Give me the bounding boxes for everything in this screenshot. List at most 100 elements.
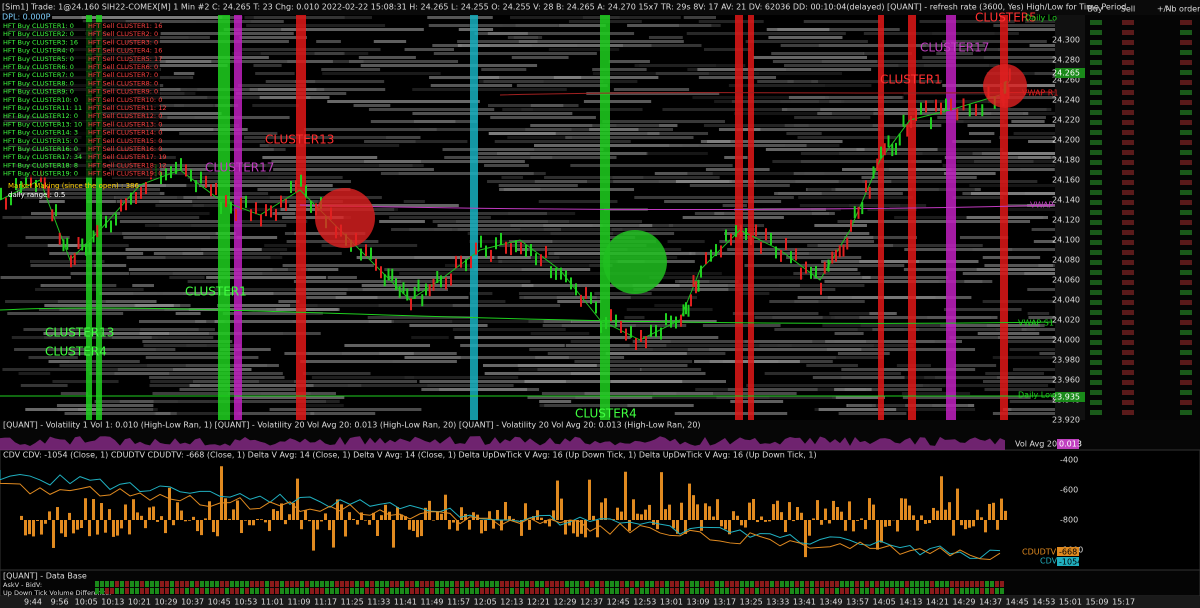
database-cell [515,581,519,587]
database-cell [910,581,914,587]
delta-bar [996,520,999,530]
heat-cell [523,220,643,223]
heat-cell [985,372,1044,375]
database-cell [630,581,634,587]
delta-bar [604,498,607,520]
candle [520,242,522,255]
time-label: 10:45 [208,598,231,607]
heat-cell [814,224,867,227]
heat-cell [829,312,896,315]
database-cell [920,588,924,594]
delta-bar [152,506,155,520]
delta-bar [540,517,543,520]
heat-cell [634,196,794,199]
candle [235,208,237,221]
database-cell [955,581,959,587]
database-cell [545,588,549,594]
database-cell [320,581,324,587]
current-price: 24.265 [1052,69,1080,78]
database-cell [800,588,804,594]
delta-bar [836,507,839,520]
heat-cell [827,296,972,299]
hft-sell: HFT Sell CLUSTER6: 0 [88,63,158,71]
dom-cell [1090,380,1102,385]
database-cell [875,581,879,587]
candle [110,220,112,233]
heat-cell [133,292,163,295]
delta-bar [240,520,243,534]
delta-bar [672,520,675,529]
delta-bar [344,520,347,537]
delta-bar [216,520,219,537]
heat-cell [7,312,124,315]
delta-bar [740,520,743,526]
dom-cell [1180,60,1192,65]
database-cell [345,581,349,587]
heat-cell [30,264,109,267]
price-label: 24.220 [1052,116,1080,125]
delta-bar [624,471,627,520]
time-label: 13:57 [846,598,869,607]
heat-cell [838,412,907,415]
database-cell [160,588,164,594]
heat-cell [173,72,195,75]
candle [585,287,587,300]
heat-cell [774,328,904,331]
heat-cell [343,52,369,55]
candle [805,261,807,274]
database-cell [110,581,114,587]
candle [500,232,502,245]
level-label: VWAP [1030,201,1053,210]
dom-cell [1180,280,1192,285]
heat-cell [487,32,528,35]
price-label: 23.920 [1052,416,1080,425]
cdudtv-line [0,480,1001,561]
dom-cell [1122,390,1134,395]
delta-bar [440,513,443,520]
level-label: VWAP S1 [1018,319,1054,328]
database-cell [300,581,304,587]
heat-cell [454,336,631,339]
delta-bar [68,512,71,520]
time-label: 14:37 [979,598,1002,607]
heat-cell [302,372,371,375]
band [908,15,916,420]
hft-sell: HFT Sell CLUSTER17: 19 [88,153,166,161]
heat-cell [214,288,348,291]
delta-bar [564,520,567,535]
database-cell [770,581,774,587]
database-cell [415,581,419,587]
time-label: 12:13 [500,598,523,607]
band [748,15,754,420]
heat-cell [130,272,297,275]
heat-cell [818,408,897,411]
database-cell [250,581,254,587]
database-cell [170,588,174,594]
heat-cell [145,356,259,359]
heat-cell [411,336,449,339]
heat-cell [626,308,713,311]
band [296,15,306,420]
heat-cell [528,320,572,323]
database-cell [605,588,609,594]
heat-cell [347,384,514,387]
delta-bar [596,520,599,538]
delta-bar [20,515,23,520]
database-cell [480,588,484,594]
candle [945,98,947,111]
database-cell [460,581,464,587]
database-cell [105,581,109,587]
dom-cell [1122,190,1134,195]
heat-cell [322,72,441,75]
hft-row-bg [0,153,160,162]
heat-cell [488,132,660,135]
candle [853,206,856,219]
dom-cell [1090,100,1102,105]
candle [750,233,752,246]
heat-cell [269,408,422,411]
hft-row-bg [0,145,160,153]
dom-cell [1180,100,1192,105]
dom-cell [1180,130,1192,135]
candle [115,213,117,226]
database-cell [540,588,544,594]
